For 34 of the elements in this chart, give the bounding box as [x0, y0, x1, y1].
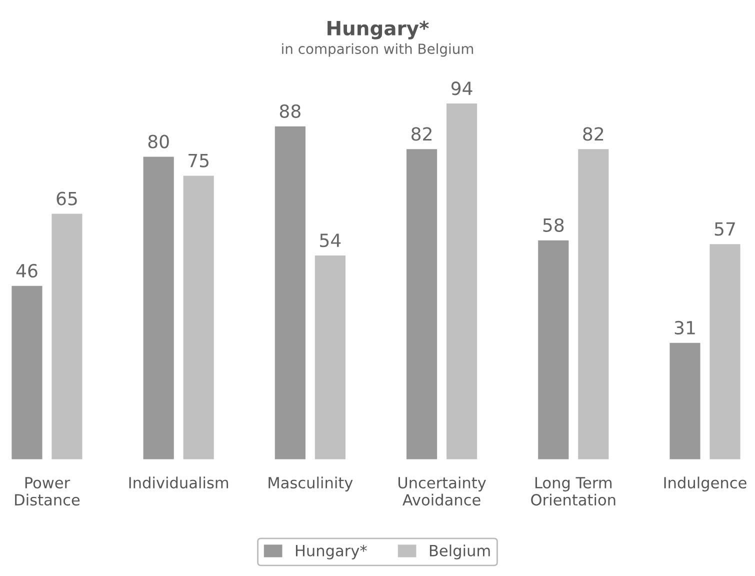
legend-label: Belgium	[430, 544, 490, 560]
x-tick-label: Uncertainty Avoidance	[398, 476, 486, 506]
bar	[405, 148, 438, 460]
data-label: 88	[280, 104, 300, 118]
data-label: 57	[714, 222, 735, 236]
bar	[668, 342, 702, 460]
bar	[274, 124, 307, 460]
bar	[50, 212, 84, 460]
bar	[10, 284, 44, 460]
data-label: 58	[543, 218, 564, 232]
data-label: 82	[583, 127, 604, 141]
x-tick-label: Individualism	[129, 476, 228, 488]
data-label: 82	[412, 127, 432, 141]
data-label: 94	[451, 82, 472, 96]
data-label: 65	[56, 192, 77, 206]
bar	[708, 242, 742, 460]
x-tick-label: Power Distance	[15, 477, 80, 506]
bar	[445, 102, 478, 460]
bar	[536, 238, 570, 460]
bar	[314, 254, 347, 460]
bar	[182, 174, 216, 460]
x-tick-label: Long Term Orientation	[531, 477, 616, 506]
data-label: 46	[16, 264, 38, 278]
x-tick-label: Indulgence	[664, 476, 746, 492]
data-label: 80	[148, 134, 169, 148]
chart-subtitle: in comparison with Belgium	[282, 43, 474, 57]
data-label: 75	[188, 154, 208, 168]
legend-label: Hungary*	[296, 544, 367, 560]
bar	[142, 155, 176, 460]
data-label: 31	[674, 320, 695, 335]
data-label: 54	[320, 234, 341, 248]
chart-title: Hungary*	[328, 20, 429, 40]
bar	[576, 148, 610, 460]
x-tick-label: Masculinity	[268, 476, 353, 492]
